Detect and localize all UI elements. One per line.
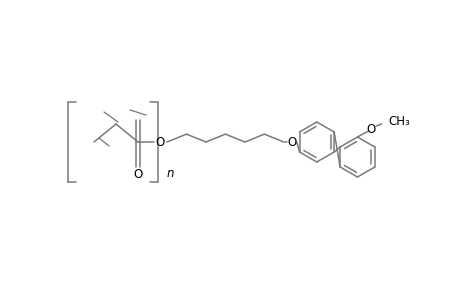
Text: n: n	[167, 167, 174, 180]
Text: CH₃: CH₃	[387, 115, 409, 128]
Text: O: O	[366, 122, 375, 136]
Text: O: O	[286, 136, 296, 148]
Text: O: O	[155, 136, 164, 148]
Text: O: O	[133, 169, 142, 182]
